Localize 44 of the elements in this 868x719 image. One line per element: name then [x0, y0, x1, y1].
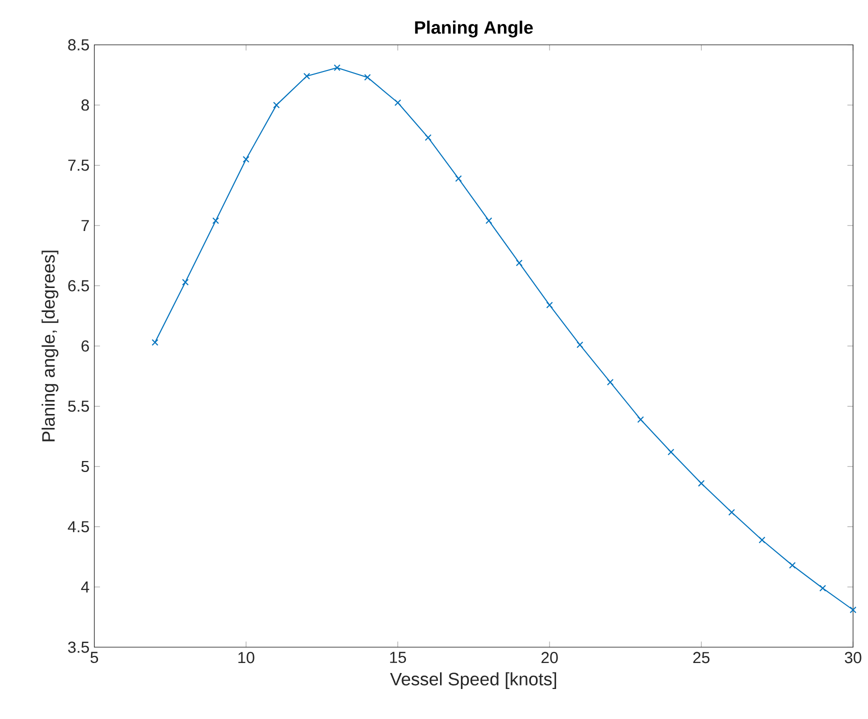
y-tick-label: 8	[81, 99, 89, 111]
point	[606, 378, 614, 386]
x-tick-label: 25	[693, 652, 710, 664]
point	[242, 156, 250, 163]
y-tick-label: 6.5	[68, 280, 89, 292]
point	[819, 584, 826, 592]
point	[546, 302, 553, 308]
y-axis-title: Planing angle, [degrees]	[42, 250, 58, 442]
y-tick-label: 4.5	[68, 521, 89, 532]
point	[576, 342, 584, 348]
point	[273, 102, 280, 108]
point	[182, 278, 189, 286]
y-tick-label: 3.5	[68, 642, 89, 653]
x-tick-label: 15	[390, 652, 406, 664]
point	[212, 217, 220, 224]
chart-title: Planing Angle	[415, 20, 533, 38]
point	[758, 536, 766, 544]
point	[303, 72, 310, 80]
point	[850, 606, 856, 614]
point	[334, 64, 340, 72]
x-tick-label: 30	[844, 652, 862, 664]
point	[394, 99, 402, 106]
y-tick-label: 5	[81, 460, 89, 472]
y-tick-label: 8.5	[68, 39, 89, 50]
x-tick-label: 20	[541, 652, 558, 664]
point	[516, 260, 523, 266]
point	[789, 562, 796, 569]
y-tick-label: 6	[82, 340, 89, 352]
point	[424, 134, 432, 141]
x-axis-title: Vessel Speed [knots]	[390, 672, 556, 690]
point	[364, 74, 371, 81]
point	[152, 339, 158, 346]
y-tick-label: 5.5	[68, 400, 89, 412]
point	[698, 480, 705, 487]
point	[728, 508, 736, 516]
x-tick-label: 5	[90, 652, 98, 664]
point	[486, 217, 492, 224]
point	[455, 175, 462, 182]
y-tick-label: 4	[81, 582, 90, 592]
point	[637, 416, 644, 423]
x-tick-label: 10	[238, 652, 254, 664]
point	[668, 448, 674, 456]
y-tick-label: 7.5	[68, 160, 89, 171]
y-tick-label: 7	[82, 220, 89, 232]
